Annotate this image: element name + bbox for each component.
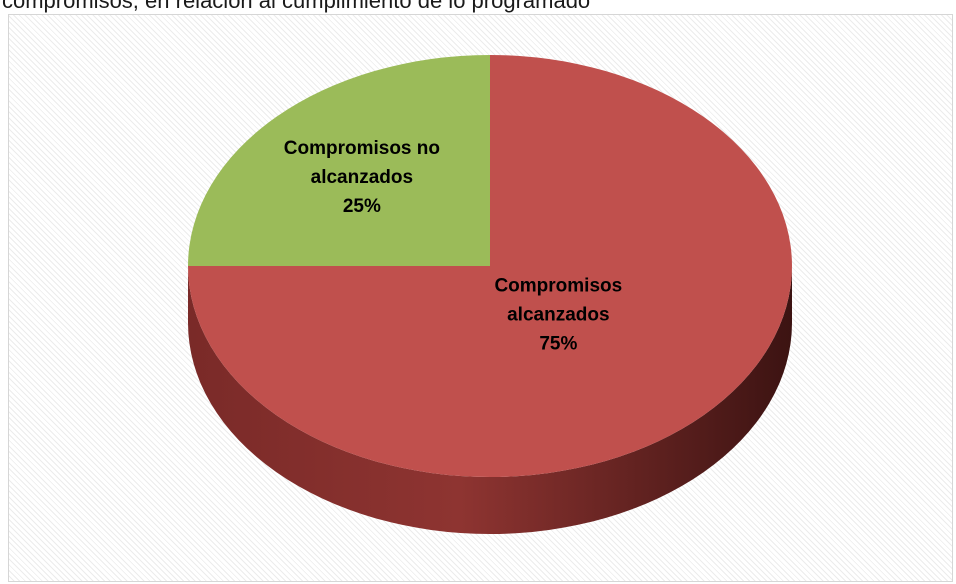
pie-slice-label-2: Compromisos no alcanzados 25% [284,138,440,217]
pie-slice-label-line: Compromisos [494,275,622,296]
pie-slice-label-line: alcanzados [507,304,609,325]
pie-label-layer: Compromisos alcanzados 75% Compromisos no al… [284,138,622,354]
pie-top-layer [188,55,792,477]
pie-slice-label-line: Compromisos no [284,138,440,159]
caption-strip: compromisos, en relación al cumplimiento… [0,0,956,16]
pie-slice-side-1 [188,266,792,534]
chart-area: Compromisos alcanzados 75% Compromisos no al… [8,14,953,582]
pie-slice-label-line: 75% [539,333,577,354]
pie-slice-2 [188,55,490,266]
pie-slice-label-line: alcanzados [311,167,413,188]
pie-slice-label-1: Compromisos alcanzados 75% [494,275,622,354]
pie-chart: Compromisos alcanzados 75% Compromisos no al… [188,55,792,534]
caption-text: compromisos, en relación al cumplimiento… [2,0,591,13]
pie-slice-label-line: 25% [343,196,381,217]
pie-side-layer [188,266,792,534]
